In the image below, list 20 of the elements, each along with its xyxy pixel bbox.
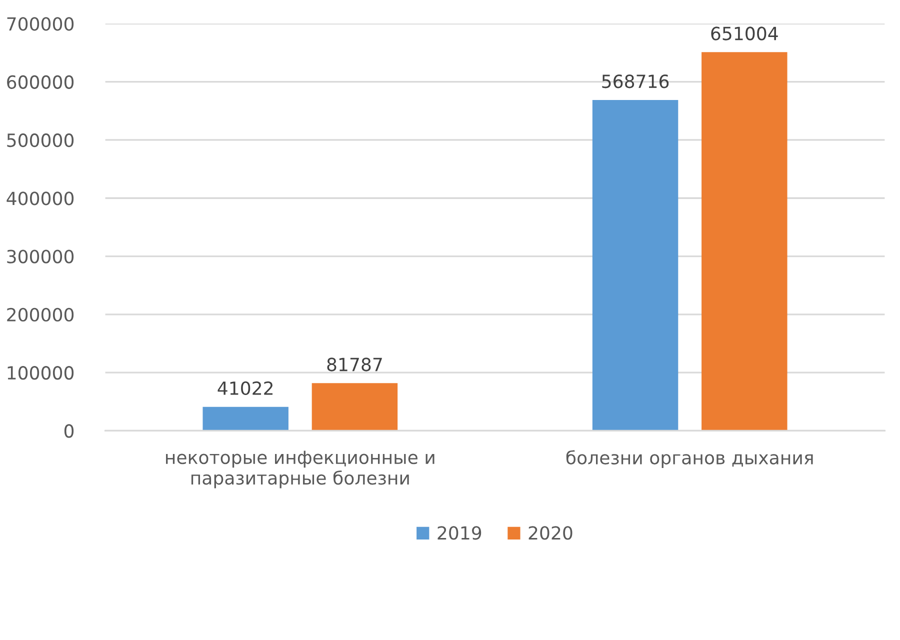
y-tick-label: 100000 <box>8 366 74 380</box>
bar <box>702 52 788 431</box>
legend-label: 2019 <box>438 526 482 540</box>
y-tick-label: 400000 <box>6 192 74 206</box>
bar <box>202 406 288 431</box>
x-tick-label: некоторые инфекционные и паразитарные болезни <box>166 450 434 488</box>
bar <box>592 100 678 431</box>
y-tick-label: 600000 <box>7 75 74 89</box>
data-label: 568716 <box>602 74 669 88</box>
y-tick-label: 200000 <box>7 308 74 322</box>
y-tick-label: 500000 <box>7 133 74 148</box>
y-tick-label: 700000 <box>7 17 74 31</box>
data-label: 651004 <box>711 26 778 40</box>
data-label: 81787 <box>327 358 382 372</box>
bar <box>312 383 398 431</box>
legend-label: 2020 <box>528 526 572 540</box>
y-tick-label: 300000 <box>7 250 74 264</box>
y-tick-label: 0 <box>64 424 74 438</box>
data-label: 41022 <box>218 381 272 396</box>
x-tick-label: болезни органов дыхания <box>566 450 813 468</box>
